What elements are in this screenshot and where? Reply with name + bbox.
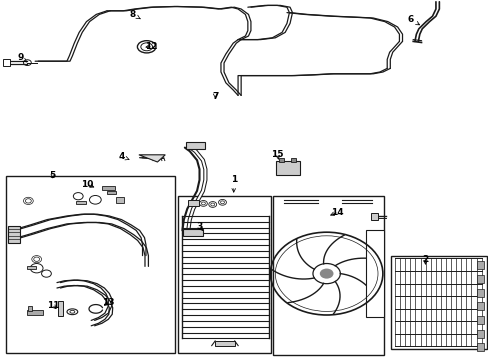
Text: 15: 15 bbox=[271, 150, 284, 159]
Bar bbox=[3, 59, 10, 66]
Text: 14: 14 bbox=[330, 208, 343, 217]
Bar bbox=[183, 229, 203, 236]
Bar bbox=[76, 201, 85, 204]
Polygon shape bbox=[139, 155, 165, 162]
Bar bbox=[6, 176, 175, 353]
Text: 1: 1 bbox=[230, 175, 236, 192]
Bar bbox=[276, 161, 299, 175]
Text: 6: 6 bbox=[407, 15, 419, 25]
Text: 5: 5 bbox=[50, 171, 56, 180]
Bar bbox=[27, 310, 42, 315]
Text: 12: 12 bbox=[145, 41, 158, 50]
Bar bbox=[390, 256, 486, 349]
Bar bbox=[476, 316, 483, 324]
Text: 8: 8 bbox=[130, 10, 140, 19]
Text: 4: 4 bbox=[118, 152, 129, 161]
Text: 10: 10 bbox=[81, 180, 94, 189]
Bar bbox=[27, 266, 36, 269]
Bar bbox=[476, 289, 483, 297]
Bar bbox=[58, 301, 62, 316]
Text: 7: 7 bbox=[211, 91, 218, 100]
Bar bbox=[28, 306, 32, 311]
Bar bbox=[215, 341, 234, 346]
Text: 13: 13 bbox=[102, 298, 115, 307]
Bar bbox=[8, 226, 20, 243]
Text: 3: 3 bbox=[196, 222, 203, 231]
Circle shape bbox=[319, 269, 333, 279]
Bar bbox=[476, 302, 483, 310]
Bar bbox=[278, 158, 283, 162]
Bar bbox=[188, 200, 199, 206]
Bar bbox=[476, 330, 483, 338]
Bar bbox=[476, 261, 483, 269]
Text: 11: 11 bbox=[46, 301, 59, 310]
Bar bbox=[106, 191, 116, 194]
Bar bbox=[116, 197, 123, 203]
Bar bbox=[185, 142, 205, 149]
Bar bbox=[370, 213, 377, 220]
Bar bbox=[365, 230, 384, 317]
Bar bbox=[290, 158, 295, 162]
Bar bbox=[476, 275, 483, 283]
Bar bbox=[476, 343, 483, 351]
Text: 9: 9 bbox=[17, 53, 27, 62]
Text: 2: 2 bbox=[422, 255, 427, 264]
Bar bbox=[102, 186, 115, 190]
Bar bbox=[178, 196, 271, 353]
Bar bbox=[272, 196, 384, 355]
